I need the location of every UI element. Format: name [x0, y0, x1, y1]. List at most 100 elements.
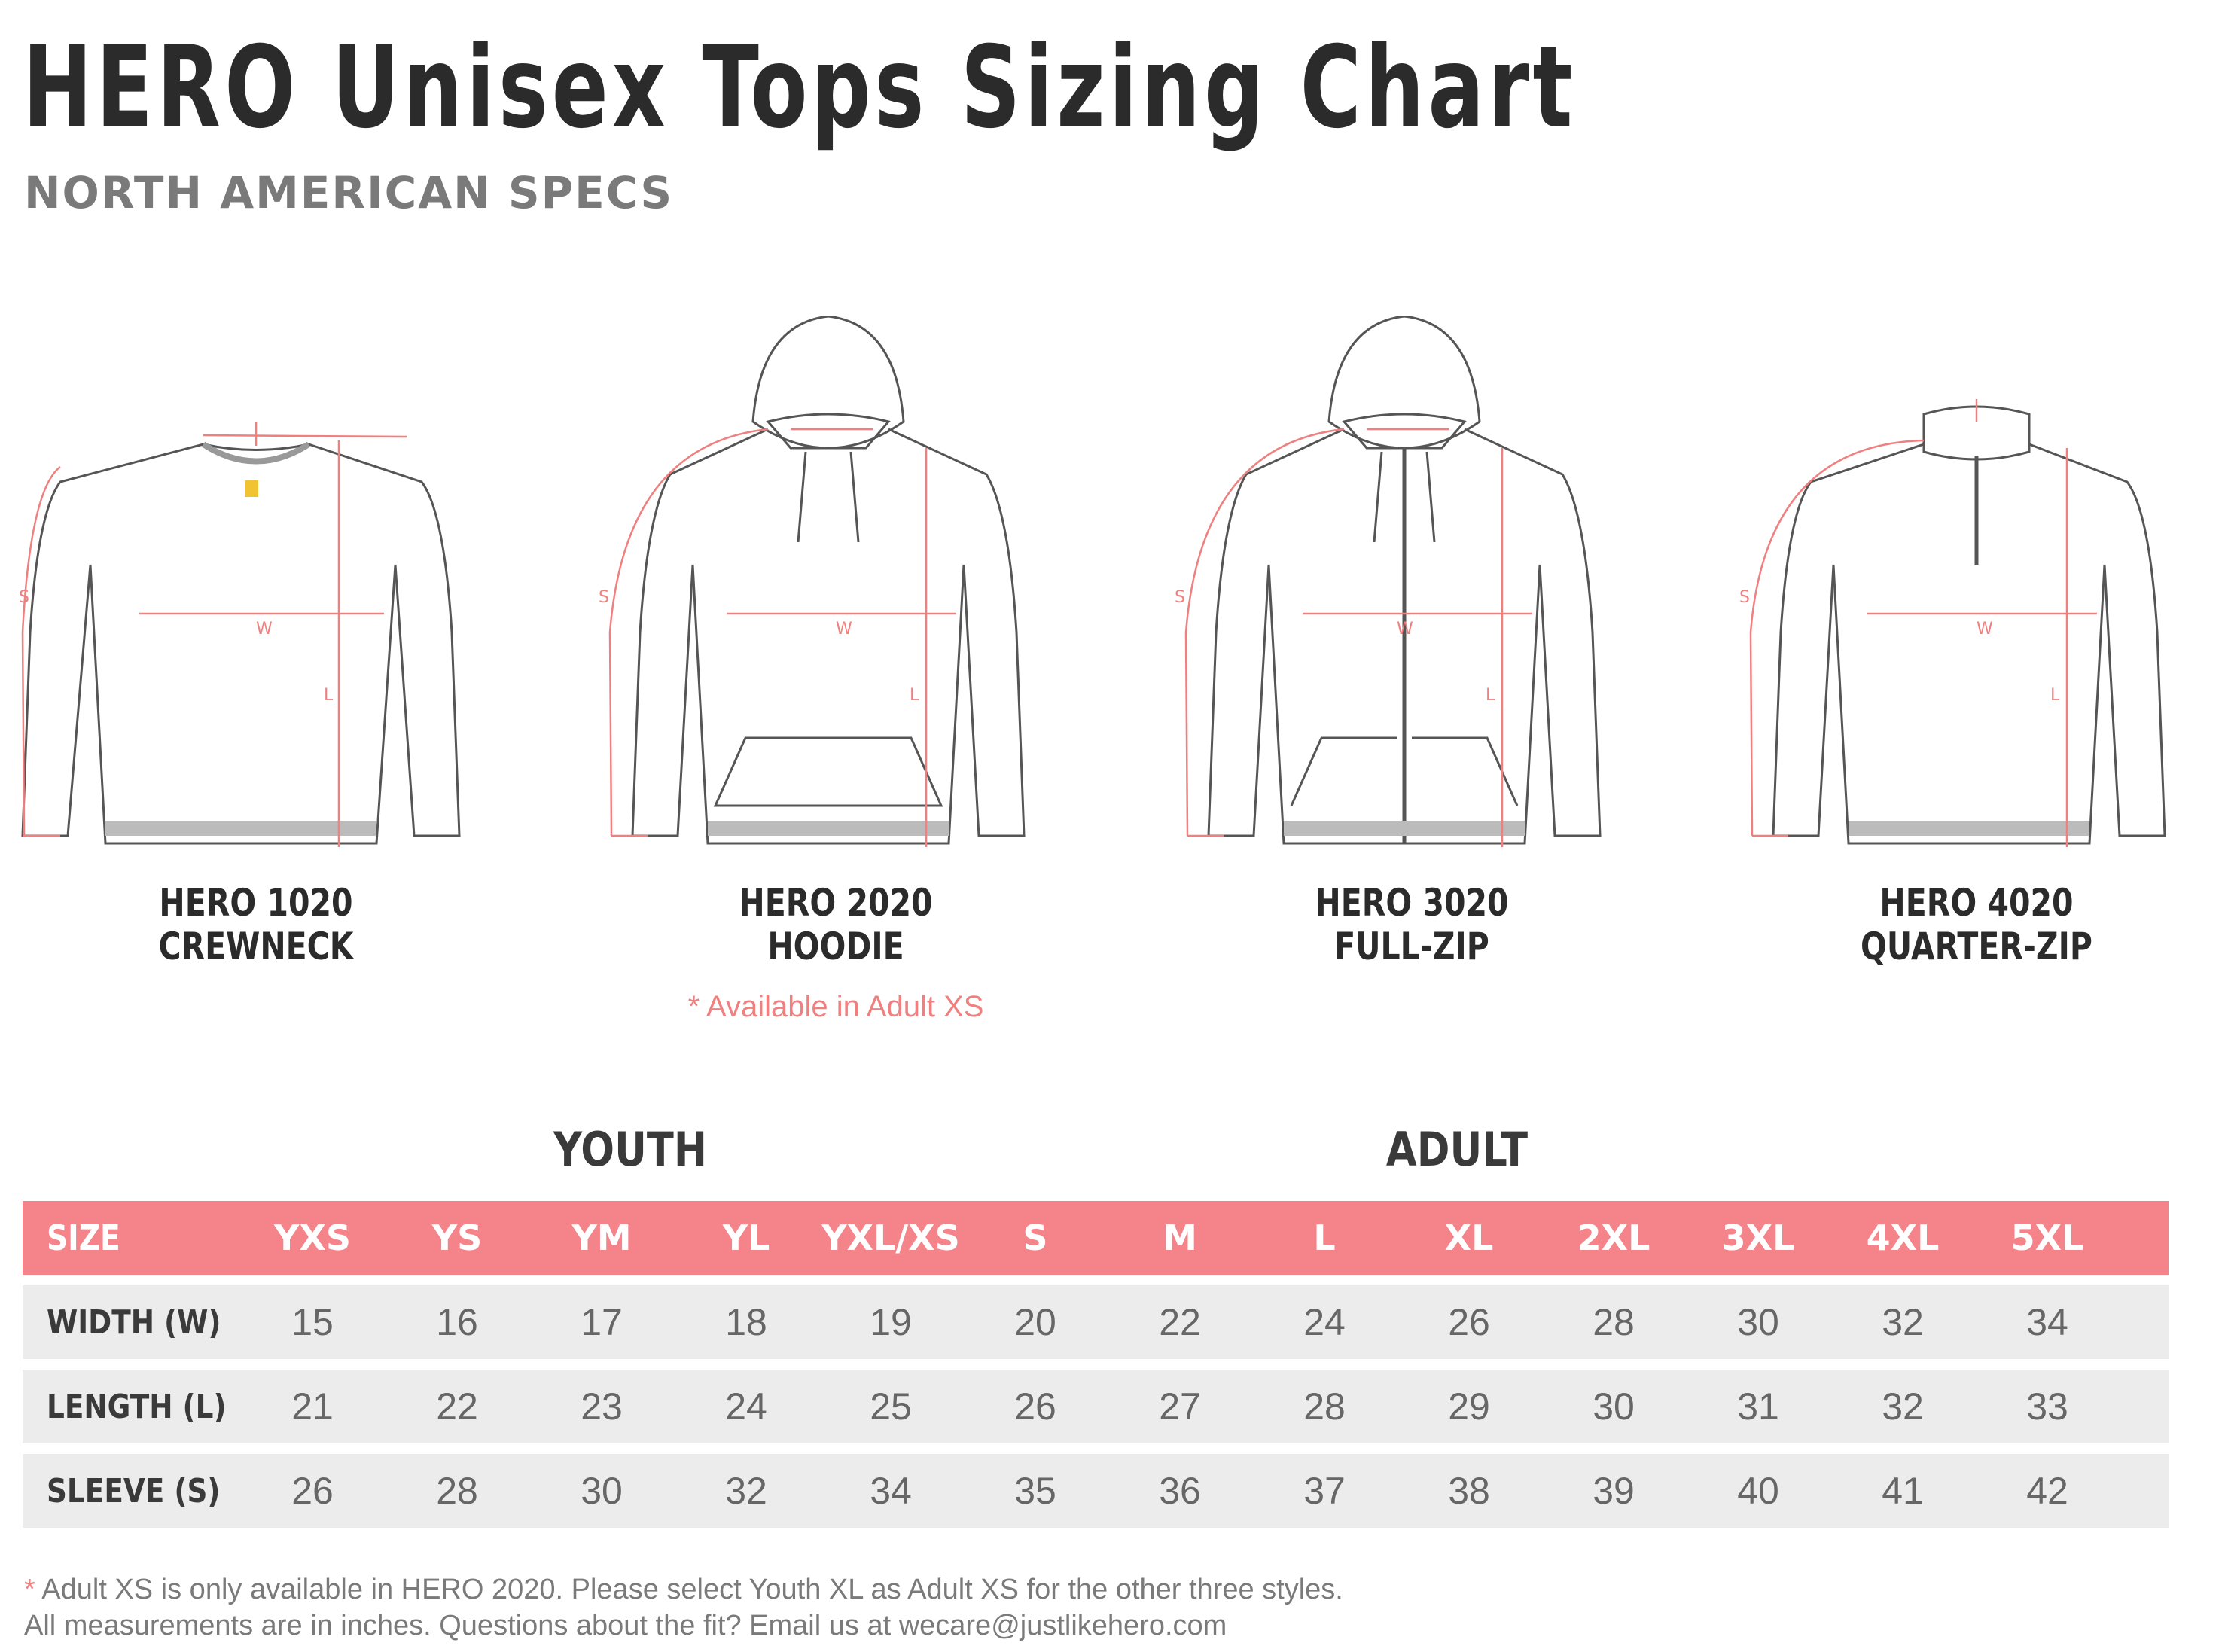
table-cell: 34 [870, 1470, 912, 1512]
size-header-cell: YXS [274, 1218, 351, 1258]
footnote-text: Adult XS is only available in HERO 2020.… [41, 1574, 1343, 1605]
table-cell: 18 [725, 1301, 767, 1343]
table-cell: 31 [1737, 1385, 1779, 1428]
table-cell: 16 [436, 1301, 478, 1343]
row-label: SLEEVE (S) [47, 1471, 221, 1510]
product-name: HERO 2020 HOODIE [639, 881, 1034, 968]
footnote-measurements: All measurements are in inches. Question… [24, 1610, 1227, 1642]
table-cell: 17 [581, 1301, 623, 1343]
table-cell: 19 [870, 1301, 912, 1343]
footnote-adult-xs: * Adult XS is only available in HERO 202… [24, 1574, 1343, 1606]
page-subtitle: NORTH AMERICAN SPECS [24, 167, 674, 218]
table-row-length: LENGTH (L) 21 22 23 24 25 26 27 28 29 30… [23, 1370, 2169, 1443]
availability-note: * Available in Adult XS [687, 990, 984, 1023]
table-cell: 27 [1159, 1385, 1201, 1428]
table-cell: 42 [2026, 1470, 2068, 1512]
size-header-cell: XL [1444, 1218, 1494, 1258]
table-cell: 41 [1882, 1470, 1924, 1512]
length-marker: L [1486, 686, 1495, 705]
product-style: QUARTER-ZIP [1861, 925, 2092, 968]
footnote-contact-text: All measurements are in inches. Question… [24, 1610, 1227, 1641]
page-title: HERO Unisex Tops Sizing Chart [23, 23, 1577, 154]
size-header-cell: 5XL [2010, 1218, 2084, 1258]
row-label: WIDTH (W) [47, 1303, 221, 1342]
product-model: HERO 3020 [1315, 881, 1509, 925]
product-model: HERO 2020 [739, 881, 933, 925]
table-cell: 22 [1159, 1301, 1201, 1343]
footnote-asterisk: * [24, 1574, 35, 1605]
table-cell: 32 [1882, 1301, 1924, 1343]
product-model: HERO 1020 [159, 881, 353, 925]
table-cell: 37 [1303, 1470, 1346, 1512]
quarter-zip-diagram: S W L [1739, 399, 2166, 847]
product-name: HERO 1020 CREWNECK [59, 881, 454, 968]
hoodie-diagram: S W L [599, 316, 1026, 847]
product-style: HOODIE [767, 925, 904, 968]
size-header-cell: YXL/XS [821, 1218, 960, 1258]
logo-tag [245, 480, 258, 497]
sleeve-marker: S [599, 588, 609, 607]
table-cell: 28 [1593, 1301, 1635, 1343]
width-marker: W [1977, 620, 1993, 639]
table-cell: 21 [291, 1385, 334, 1428]
size-header-cell: YL [722, 1218, 770, 1258]
product-quarter-zip: S W L HERO 4020 QUARTER-ZIP [1736, 316, 2217, 1039]
table-cell: 28 [1303, 1385, 1346, 1428]
table-row-width: WIDTH (W) 15 16 17 18 19 20 22 24 26 28 … [23, 1285, 2169, 1359]
sleeve-marker: S [1739, 588, 1750, 607]
table-cell: 32 [1882, 1385, 1924, 1428]
table-cell: 15 [291, 1301, 334, 1343]
size-header-cell: L [1313, 1218, 1336, 1258]
size-header-cell: YM [571, 1218, 632, 1258]
width-marker: W [836, 620, 852, 639]
product-name: HERO 3020 FULL-ZIP [1215, 881, 1610, 968]
size-header-label: SIZE [47, 1218, 120, 1258]
size-header-cell: 2XL [1577, 1218, 1650, 1258]
table-cell: 30 [581, 1470, 623, 1512]
product-style: CREWNECK [158, 925, 354, 968]
sleeve-marker: S [19, 588, 29, 607]
length-marker: L [910, 686, 919, 705]
table-cell: 32 [725, 1470, 767, 1512]
width-marker: W [256, 620, 273, 639]
size-header-cell: S [1023, 1218, 1048, 1258]
sleeve-marker: S [1175, 588, 1185, 607]
table-cell: 28 [436, 1470, 478, 1512]
product-full-zip: S W L HERO 3020 FULL-ZIP [1171, 316, 1653, 1039]
table-cell: 36 [1159, 1470, 1201, 1512]
table-cell: 39 [1593, 1470, 1635, 1512]
table-cell: 26 [291, 1470, 334, 1512]
table-cell: 29 [1448, 1385, 1490, 1428]
product-style: FULL-ZIP [1334, 925, 1489, 968]
length-marker: L [2050, 686, 2060, 705]
table-header-row: SIZE YXS YS YM YL YXL/XS S M L XL 2XL 3X… [23, 1201, 2169, 1275]
size-header-cell: 4XL [1866, 1218, 1940, 1258]
product-hoodie: S W L HERO 2020 HOODIE * Available in Ad… [595, 316, 1077, 1039]
size-header-cell: M [1163, 1218, 1197, 1258]
product-model: HERO 4020 [1879, 881, 2074, 925]
size-header-cell: YS [431, 1218, 483, 1258]
table-cell: 35 [1014, 1470, 1056, 1512]
table-cell: 25 [870, 1385, 912, 1428]
size-header-cell: 3XL [1721, 1218, 1795, 1258]
table-cell: 33 [2026, 1385, 2068, 1428]
table-cell: 30 [1737, 1301, 1779, 1343]
table-cell: 22 [436, 1385, 478, 1428]
table-cell: 40 [1737, 1470, 1779, 1512]
table-cell: 30 [1593, 1385, 1635, 1428]
table-row-sleeve: SLEEVE (S) 26 28 30 32 34 35 36 37 38 39… [23, 1454, 2169, 1528]
youth-heading: YOUTH [553, 1122, 707, 1177]
adult-heading: ADULT [1385, 1122, 1529, 1177]
length-marker: L [324, 686, 334, 705]
table-cell: 26 [1448, 1301, 1490, 1343]
crewneck-diagram: S W L [19, 422, 461, 847]
table-cell: 24 [725, 1385, 767, 1428]
table-cell: 34 [2026, 1301, 2068, 1343]
width-marker: W [1397, 620, 1413, 639]
product-crewneck: S W L HERO 1020 CREWNECK [15, 316, 497, 1039]
row-label: LENGTH (L) [47, 1387, 227, 1426]
table-cell: 38 [1448, 1470, 1490, 1512]
full-zip-diagram: S W L [1175, 316, 1602, 847]
table-cell: 20 [1014, 1301, 1056, 1343]
product-name: HERO 4020 QUARTER-ZIP [1779, 881, 2175, 968]
